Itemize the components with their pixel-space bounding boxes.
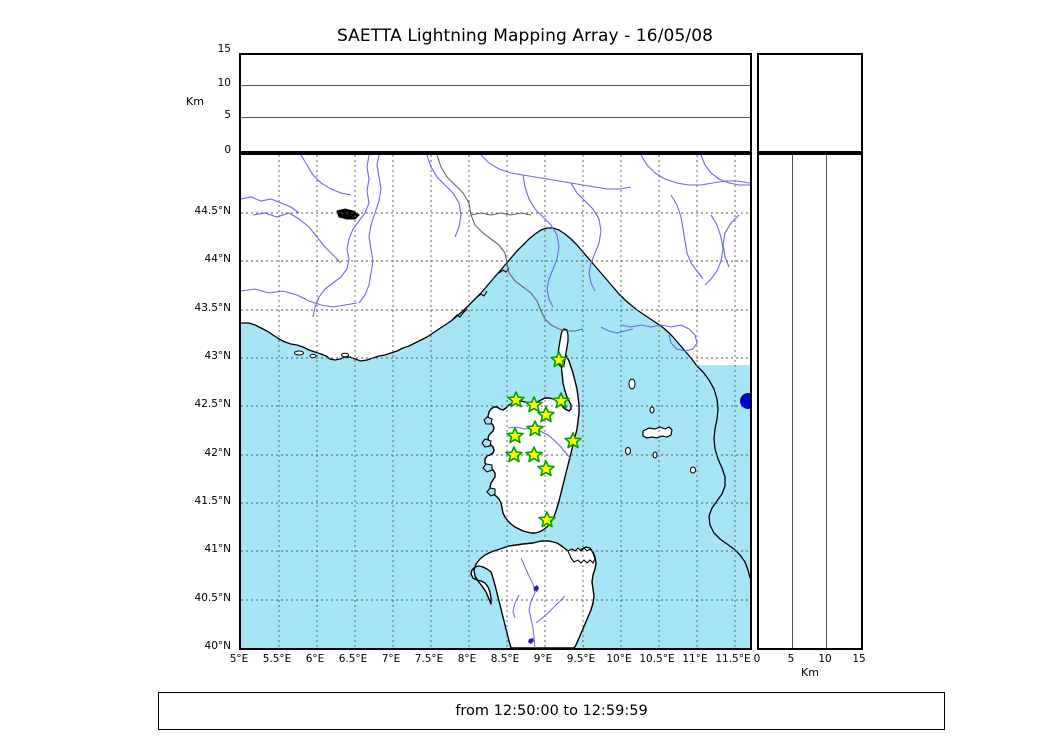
page-title: SAETTA Lightning Mapping Array - 16/05/0… xyxy=(336,26,714,46)
lon-tick-10.5: 10.5°E xyxy=(639,653,675,665)
etang-de-berre xyxy=(336,208,360,220)
map-svg xyxy=(241,155,750,648)
right-tick-15: 15 xyxy=(852,653,866,665)
lat-tick-43: 43°N xyxy=(204,350,231,362)
sardinia-river-3 xyxy=(535,595,566,624)
island-small-1 xyxy=(294,350,304,356)
lon-tick-9: 9°E xyxy=(533,653,553,665)
river-tributary-2 xyxy=(241,288,358,308)
map-gridlines xyxy=(241,155,750,648)
lon-tick-11.5: 11.5°E xyxy=(715,653,751,665)
gridline-alt-5 xyxy=(241,117,750,118)
lat-tick-44: 44°N xyxy=(204,253,231,265)
corsica-west-indentations xyxy=(481,416,496,497)
lat-tick-40.5: 40.5°N xyxy=(194,592,231,604)
island-small-3 xyxy=(341,352,349,358)
river-n-italy-1 xyxy=(670,194,704,280)
lon-tick-5: 5°E xyxy=(229,653,249,665)
sardinia-river-2 xyxy=(528,592,536,648)
river-west-1 xyxy=(241,196,300,214)
river-east-2 xyxy=(722,214,740,268)
alt-tick-5: 5 xyxy=(224,109,231,121)
lon-tick-8: 8°E xyxy=(457,653,477,665)
rivers-group xyxy=(241,155,750,352)
sardinia-ne-coast xyxy=(567,547,596,564)
river-alps-1 xyxy=(426,155,462,238)
right-tick-10: 10 xyxy=(818,653,832,665)
tyrrhenian-sea-fill xyxy=(241,365,750,648)
lat-tick-40: 40°N xyxy=(204,640,231,652)
river-tributary-1 xyxy=(252,212,342,264)
river-arno xyxy=(640,155,750,186)
river-arno-2 xyxy=(600,326,634,334)
right-tick-0: 0 xyxy=(753,653,761,665)
lon-tick-10: 10°E xyxy=(606,653,632,665)
lon-tick-7.5: 7.5°E xyxy=(414,653,444,665)
river-n-italy-2 xyxy=(704,214,724,286)
giglio-island xyxy=(690,466,696,474)
river-tiber xyxy=(620,324,698,352)
source-marker[interactable] xyxy=(740,393,750,409)
river-east-1 xyxy=(700,155,750,186)
map-panel[interactable] xyxy=(239,153,752,650)
river-po-trib-2 xyxy=(570,182,602,292)
lat-tick-43.5: 43.5°N xyxy=(194,302,231,314)
pianosa-island xyxy=(625,447,631,455)
elba-island xyxy=(642,426,673,439)
sardinia-river-1 xyxy=(520,557,536,594)
island-small-2 xyxy=(309,353,317,359)
gridline-right-10 xyxy=(826,155,827,648)
lat-tick-41.5: 41.5°N xyxy=(194,495,231,507)
coastline-provence xyxy=(241,227,750,579)
lon-tick-11: 11°E xyxy=(682,653,708,665)
capraia-island xyxy=(628,378,636,390)
lon-tick-9.5: 9.5°E xyxy=(566,653,596,665)
alt-tick-0: 0 xyxy=(224,144,231,156)
lat-tick-42.5: 42.5°N xyxy=(194,398,231,410)
ligurian-sea-fill xyxy=(241,228,696,365)
altitude-latitude-panel xyxy=(757,153,863,650)
border-fr-it-2 xyxy=(550,324,584,332)
lat-tick-42: 42°N xyxy=(204,447,231,459)
time-range-box: from 12:50:00 to 12:59:59 xyxy=(158,692,945,730)
sardinia-river-4 xyxy=(512,594,520,619)
lon-tick-7: 7°E xyxy=(381,653,401,665)
river-po-trib-1 xyxy=(522,174,560,308)
river-rhone xyxy=(312,155,370,318)
gorgona-island xyxy=(649,406,655,414)
corner-panel xyxy=(757,53,863,153)
river-alps-2 xyxy=(300,155,352,196)
coastline-detail-riviera xyxy=(452,267,510,320)
lon-tick-6.5: 6.5°E xyxy=(338,653,368,665)
lon-tick-6: 6°E xyxy=(305,653,325,665)
alt-tick-15: 15 xyxy=(217,43,231,55)
gridline-alt-10 xyxy=(241,85,750,86)
river-po xyxy=(480,155,632,190)
right-tick-5: 5 xyxy=(787,653,795,665)
time-range-text: from 12:50:00 to 12:59:59 xyxy=(455,703,648,719)
alt-tick-10: 10 xyxy=(217,77,231,89)
gridline-right-5 xyxy=(792,155,793,648)
altitude-axis-label: Km xyxy=(186,95,204,108)
border-fr-it xyxy=(436,155,552,326)
corsica-river xyxy=(507,426,572,460)
lon-tick-5.5: 5.5°E xyxy=(262,653,292,665)
sardinia-lake-1 xyxy=(534,585,539,592)
lat-tick-44.5: 44.5°N xyxy=(194,205,231,217)
lon-tick-8.5: 8.5°E xyxy=(490,653,520,665)
altitude-longitude-panel xyxy=(239,53,752,153)
lat-tick-41: 41°N xyxy=(204,543,231,555)
sardinia-lake-2 xyxy=(528,638,534,644)
right-axis-label: Km xyxy=(801,666,819,679)
river-tributary-3 xyxy=(358,155,382,304)
